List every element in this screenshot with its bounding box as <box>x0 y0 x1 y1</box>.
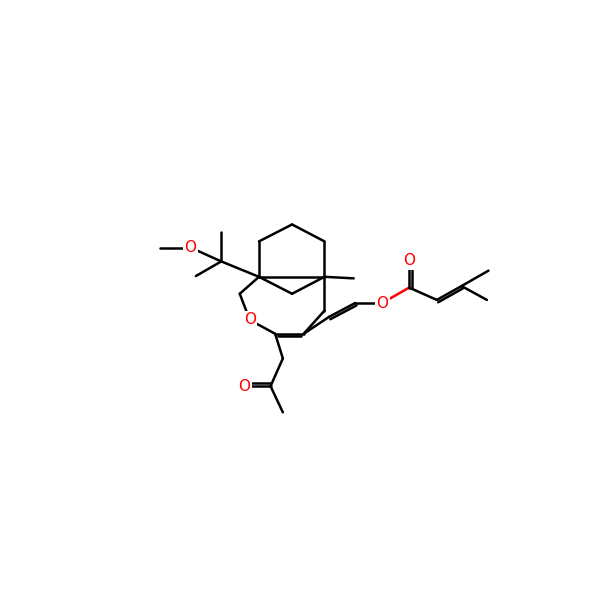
Text: O: O <box>184 240 196 255</box>
Text: O: O <box>244 313 256 328</box>
Text: O: O <box>238 379 250 394</box>
Text: O: O <box>403 253 415 268</box>
Text: O: O <box>376 295 388 311</box>
